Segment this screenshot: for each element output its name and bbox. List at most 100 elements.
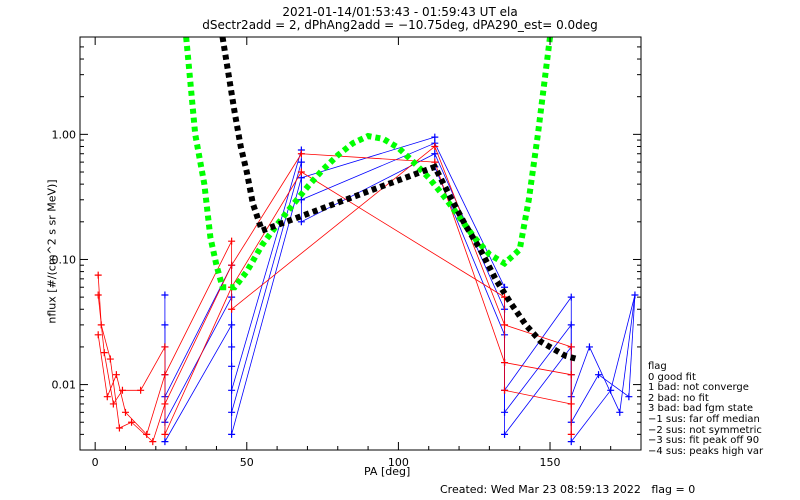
data-point — [567, 430, 575, 438]
legend-entry: 0 good fit — [648, 371, 696, 383]
series-segment — [103, 352, 114, 405]
data-point — [228, 261, 236, 269]
series-segment — [504, 362, 572, 376]
data-point — [585, 343, 593, 351]
data-point — [161, 400, 169, 408]
flag-value: flag = 0 — [651, 483, 696, 496]
data-point — [501, 430, 509, 438]
data-point — [567, 321, 575, 329]
series-segment — [116, 374, 126, 413]
series-segment — [164, 265, 232, 397]
series-segment — [434, 143, 505, 288]
data-point — [143, 430, 151, 438]
data-point — [228, 305, 236, 313]
data-point — [567, 400, 575, 408]
plot-frame — [79, 36, 642, 451]
data-point — [137, 386, 145, 394]
data-point — [149, 438, 157, 446]
series-segment — [119, 421, 132, 429]
data-point — [501, 321, 509, 329]
created-timestamp: Created: Wed Mar 23 08:59:13 2022 — [440, 483, 641, 496]
legend-title: flag — [648, 361, 667, 372]
x-tick-label: 50 — [240, 456, 254, 469]
data-point — [567, 371, 575, 379]
series-segment — [504, 389, 572, 405]
data-point — [100, 349, 108, 357]
data-point — [297, 196, 305, 204]
series-segment — [164, 287, 232, 435]
data-point — [94, 331, 102, 339]
data-point — [228, 362, 236, 370]
series-segment — [97, 334, 108, 397]
series-segment — [610, 294, 636, 391]
data-point — [607, 386, 615, 394]
data-point — [161, 430, 169, 438]
data-point — [128, 418, 136, 426]
legend-entry: −1 sus: far off median — [648, 413, 760, 425]
data-point — [161, 343, 169, 351]
x-tick-label: 0 — [92, 456, 99, 469]
series-3 — [219, 37, 579, 362]
legend: flag 0 good fit 1 bad: not converge 2 ba… — [648, 361, 764, 457]
data-point — [625, 393, 633, 401]
data-point — [501, 359, 509, 367]
data-point — [228, 321, 236, 329]
data-point — [228, 386, 236, 394]
data-point — [118, 386, 126, 394]
series-segment — [164, 296, 232, 423]
data-point — [94, 271, 102, 279]
data-point — [94, 291, 102, 299]
data-point — [595, 371, 603, 379]
y-tick-label: 0.01 — [52, 379, 77, 392]
series-segment — [231, 146, 436, 310]
series-segment — [619, 294, 636, 413]
data-point — [228, 343, 236, 351]
series-segment — [106, 374, 117, 397]
series-1 — [94, 142, 575, 446]
data-point — [567, 293, 575, 301]
series-segment — [109, 358, 120, 429]
data-point — [616, 408, 624, 416]
series-segment — [301, 142, 435, 201]
data-point — [431, 133, 439, 141]
series-segment — [131, 421, 154, 442]
data-point — [97, 321, 105, 329]
data-point — [567, 343, 575, 351]
series-segment — [231, 149, 302, 391]
series-segment — [570, 390, 611, 442]
data-layer — [94, 37, 639, 446]
axis-layer: 0 50 100 150 0.01 0.10 1.00 — [52, 36, 641, 469]
x-tick-label: 100 — [388, 456, 409, 469]
data-point — [297, 168, 305, 176]
data-point — [161, 321, 169, 329]
series-segment — [140, 346, 166, 391]
series-segment — [231, 162, 302, 413]
series-segment — [164, 324, 232, 442]
data-point — [297, 218, 305, 226]
y-tick-label: 1.00 — [52, 128, 77, 141]
data-point — [161, 291, 169, 299]
data-point — [103, 393, 111, 401]
series-segment — [301, 136, 435, 179]
data-point — [431, 150, 439, 158]
legend-entry: −4 sus: peaks high var — [648, 445, 764, 457]
data-point — [228, 430, 236, 438]
data-point — [501, 408, 509, 416]
data-point — [631, 291, 639, 299]
series-segment — [231, 153, 302, 266]
data-point — [161, 438, 169, 446]
series-segment — [570, 374, 599, 423]
legend-entry: −3 sus: fit peak off 90 — [648, 435, 760, 447]
series-segment — [628, 294, 636, 397]
series-segment — [504, 346, 572, 435]
data-point — [112, 371, 120, 379]
chart-subtitle: dSectr2add = 2, dPhAng2add = −10.75deg, … — [202, 18, 598, 32]
data-point — [121, 408, 129, 416]
legend-entry: −2 sus: not symmetric — [648, 424, 762, 436]
series-segment — [301, 153, 435, 163]
series-segment — [598, 374, 630, 398]
series-segment — [146, 374, 166, 435]
series-segment — [504, 324, 572, 348]
series-segment — [100, 324, 111, 360]
